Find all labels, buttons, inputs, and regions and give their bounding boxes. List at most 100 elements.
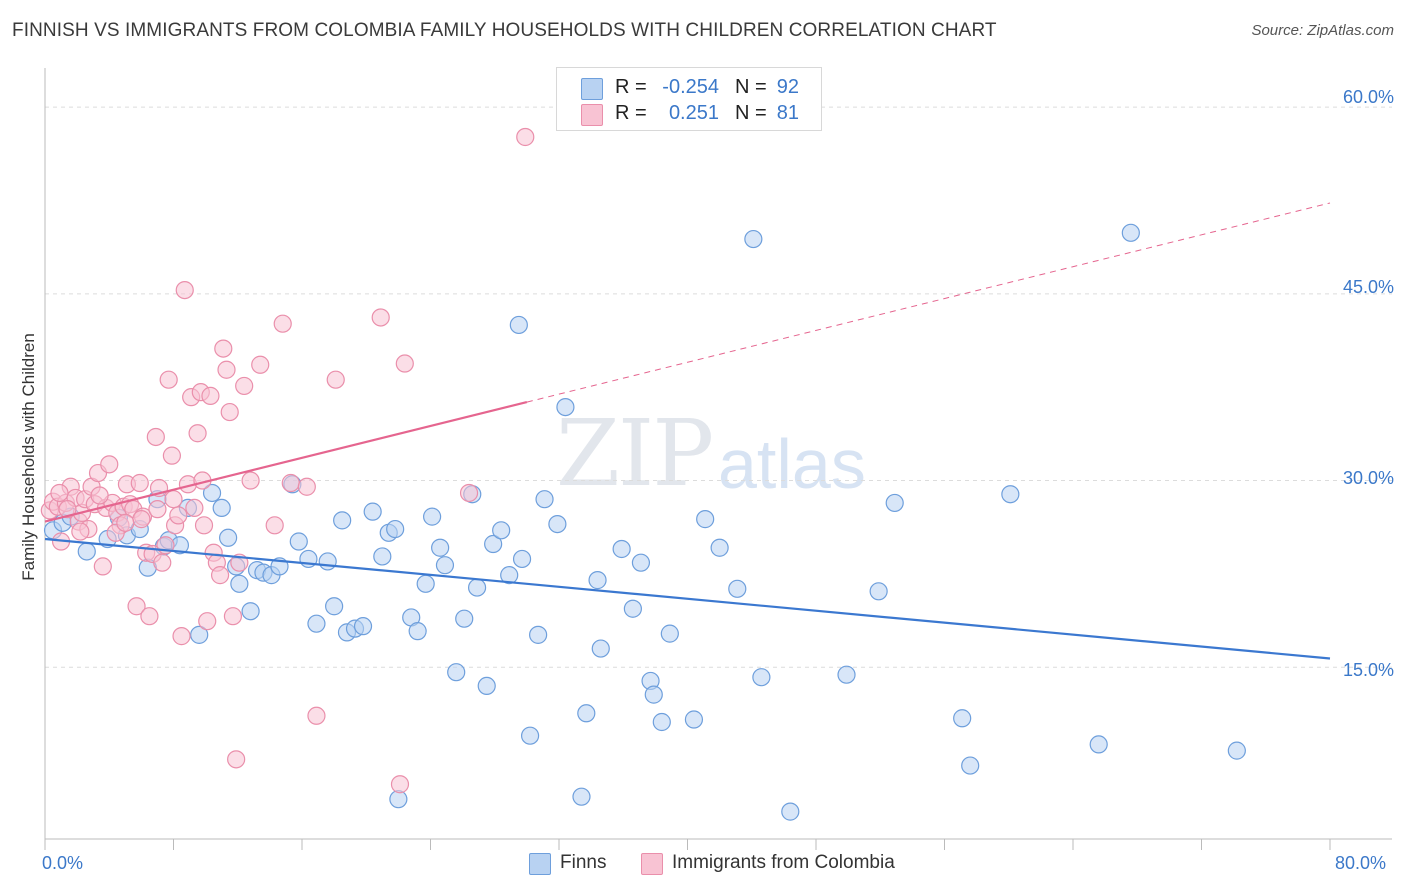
finns-point-45 bbox=[435, 556, 455, 575]
colombia-point-34 bbox=[159, 370, 178, 389]
finns-point-57 bbox=[535, 490, 554, 509]
colombia-point-65 bbox=[371, 308, 390, 327]
finns-point-19 bbox=[230, 574, 249, 593]
finns-point-71 bbox=[684, 710, 704, 729]
y-tick-label-60: 60.0% bbox=[1342, 87, 1394, 107]
finns-point-63 bbox=[591, 639, 610, 658]
n-value: 81 bbox=[776, 102, 799, 124]
colombia-point-80 bbox=[164, 490, 183, 509]
n-value: 92 bbox=[776, 76, 799, 98]
finns-point-47 bbox=[455, 609, 474, 628]
n-label: N = bbox=[735, 76, 767, 98]
finns-point-86 bbox=[1227, 741, 1246, 760]
y-tick-label-45: 45.0% bbox=[1342, 277, 1394, 297]
colombia-point-54 bbox=[223, 607, 243, 626]
finns-point-38 bbox=[386, 519, 405, 539]
finns-point-46 bbox=[447, 663, 466, 682]
finns-point-80 bbox=[885, 493, 904, 513]
colombia-point-43 bbox=[188, 424, 207, 443]
finns-legend-swatch bbox=[529, 853, 551, 875]
y-tick-label-30: 30.0% bbox=[1342, 468, 1394, 488]
finns-point-53 bbox=[500, 566, 519, 585]
colombia-point-52 bbox=[217, 360, 236, 379]
colombia-point-28 bbox=[140, 607, 159, 626]
finns-point-60 bbox=[572, 787, 591, 806]
finns-point-35 bbox=[363, 502, 382, 521]
finns-point-50 bbox=[477, 676, 496, 696]
colombia-point-14 bbox=[93, 557, 112, 576]
finns-point-77 bbox=[781, 802, 800, 821]
colombia-legend-label: Immigrants from Colombia bbox=[672, 852, 895, 873]
finns-point-58 bbox=[548, 514, 567, 534]
finns-point-30 bbox=[325, 597, 344, 616]
colombia-point-37 bbox=[169, 506, 188, 525]
finns-point-44 bbox=[431, 538, 450, 557]
finns-point-74 bbox=[728, 579, 747, 598]
n-label: N = bbox=[735, 102, 767, 124]
colombia-point-38 bbox=[172, 627, 191, 646]
finns-point-31 bbox=[333, 511, 352, 530]
colombia-point-24 bbox=[127, 597, 146, 616]
finns-point-41 bbox=[408, 622, 427, 641]
colombia-points bbox=[40, 127, 535, 794]
finns-point-52 bbox=[492, 521, 511, 540]
finns-point-26 bbox=[289, 532, 308, 551]
finns-point-56 bbox=[529, 625, 548, 644]
finns-point-15 bbox=[202, 483, 222, 503]
colombia-point-69 bbox=[516, 127, 535, 147]
colombia-legend-swatch bbox=[641, 853, 663, 875]
colombia-point-67 bbox=[395, 354, 414, 373]
finns-point-81 bbox=[953, 709, 972, 728]
colombia-point-39 bbox=[175, 280, 194, 300]
finns-point-51 bbox=[484, 534, 503, 554]
finns-point-14 bbox=[190, 625, 209, 644]
colombia-point-57 bbox=[235, 376, 254, 396]
finns-point-82 bbox=[961, 756, 980, 775]
colombia-point-75 bbox=[241, 471, 260, 490]
finns-point-62 bbox=[588, 571, 607, 590]
colombia-point-70 bbox=[90, 486, 109, 505]
finns-point-69 bbox=[652, 712, 671, 732]
watermark-atlas: atlas bbox=[718, 425, 866, 503]
finns-point-61 bbox=[577, 704, 596, 723]
finns-point-36 bbox=[373, 547, 392, 566]
colombia-point-77 bbox=[50, 483, 69, 503]
finns-point-55 bbox=[520, 726, 540, 745]
finns-point-34 bbox=[353, 617, 373, 636]
finns-point-39 bbox=[389, 790, 408, 809]
colombia-point-47 bbox=[201, 386, 220, 405]
finns-point-3 bbox=[77, 542, 96, 561]
finns-point-84 bbox=[1089, 735, 1108, 754]
colombia-point-62 bbox=[297, 477, 316, 496]
finns-point-70 bbox=[660, 624, 679, 643]
finns-point-72 bbox=[696, 510, 715, 529]
colombia-point-68 bbox=[459, 483, 479, 503]
finns-point-49 bbox=[467, 578, 487, 597]
finns-point-29 bbox=[318, 552, 337, 571]
finns-point-85 bbox=[1121, 223, 1140, 242]
finns-point-75 bbox=[744, 229, 763, 249]
series-legend: Finns Immigrants from Colombia bbox=[0, 852, 1406, 876]
colombia-point-55 bbox=[227, 750, 246, 769]
legend-row-finns: R = -0.254 N = 92 bbox=[557, 76, 821, 106]
colombia-point-25 bbox=[130, 473, 149, 493]
colombia-trend-line bbox=[44, 401, 528, 523]
colombia-swatch bbox=[581, 104, 603, 126]
colombia-point-32 bbox=[153, 553, 172, 572]
correlation-legend: R = -0.254 N = 92 R = 0.251 N = 81 bbox=[556, 67, 822, 131]
finns-point-65 bbox=[623, 599, 642, 618]
colombia-point-16 bbox=[100, 455, 119, 474]
y-axis-title: Family Households with Children bbox=[19, 333, 38, 581]
r-label: R = bbox=[615, 76, 647, 98]
finns-point-76 bbox=[752, 668, 771, 687]
finns-point-20 bbox=[241, 602, 260, 621]
colombia-point-78 bbox=[58, 500, 77, 519]
colombia-point-35 bbox=[162, 446, 181, 465]
finns-trend-line bbox=[44, 537, 1331, 660]
finns-point-73 bbox=[710, 538, 729, 557]
colombia-point-58 bbox=[251, 355, 270, 374]
finns-point-87 bbox=[509, 315, 528, 335]
finns-point-79 bbox=[869, 582, 888, 601]
colombia-point-79 bbox=[116, 513, 135, 532]
